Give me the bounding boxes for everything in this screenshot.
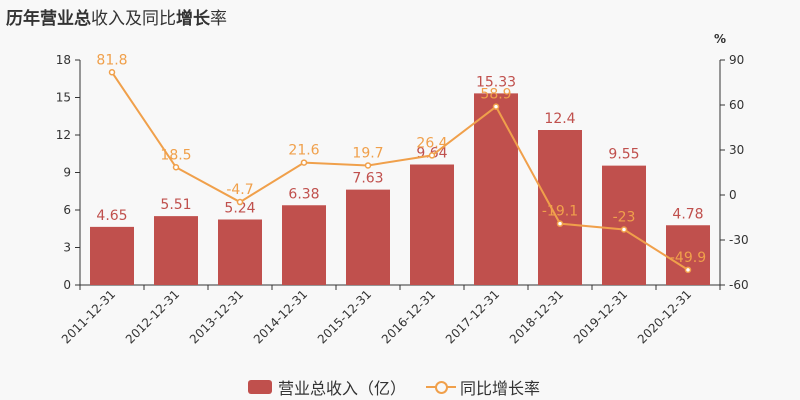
chart-title: 历年营业总收入及同比增长率 xyxy=(6,4,227,29)
y-left-tick-label: 18 xyxy=(56,53,71,67)
growth-line xyxy=(111,71,689,271)
y-left-tick-label: 6 xyxy=(63,203,71,217)
y-right-tick-label: -30 xyxy=(729,233,749,247)
bar xyxy=(154,216,198,285)
y-right-tick-label: 90 xyxy=(729,53,744,67)
line-point xyxy=(620,226,628,233)
bar-data-label: 15.33 xyxy=(476,74,516,90)
bar xyxy=(538,130,582,285)
bar-data-label: 9.55 xyxy=(608,147,639,163)
line-data-label: -49.9 xyxy=(670,250,706,266)
x-tick-label: 2013-12-31 xyxy=(187,287,246,346)
legend-item-revenue[interactable]: 营业总收入（亿） xyxy=(248,375,406,399)
legend: 营业总收入（亿） 同比增长率 xyxy=(248,375,540,399)
line-point xyxy=(364,162,372,169)
title-part-3: 收入及同比 xyxy=(91,9,176,29)
y-right-tick-label: 0 xyxy=(729,188,737,202)
title-part-4: 增长 xyxy=(176,9,210,29)
line-data-label: 21.6 xyxy=(288,143,319,159)
x-tick-label: 2016-12-31 xyxy=(379,287,438,346)
legend-bar-label: 营业总收入（亿） xyxy=(278,379,407,398)
bar-data-label: 5.51 xyxy=(160,197,191,213)
bar xyxy=(666,225,710,285)
x-tick-label: 2018-12-31 xyxy=(507,287,566,346)
line-point xyxy=(492,103,500,110)
y-left-tick-label: 3 xyxy=(63,241,71,255)
legend-line-label: 同比增长率 xyxy=(460,379,541,398)
x-tick-label: 2012-12-31 xyxy=(123,287,182,346)
x-tick-label: 2011-12-31 xyxy=(59,287,118,346)
title-part-1: 历年 xyxy=(6,9,40,29)
bar-data-label: 12.4 xyxy=(544,111,575,127)
bar-data-label: 6.38 xyxy=(288,186,319,202)
legend-bar-swatch xyxy=(248,380,272,394)
x-tick-label: 2015-12-31 xyxy=(315,287,374,346)
line-point xyxy=(428,152,436,159)
line-data-label: -19.1 xyxy=(542,204,578,220)
line-point xyxy=(236,198,244,206)
line-data-label: 18.5 xyxy=(160,147,191,163)
line-data-label: 81.8 xyxy=(96,52,127,68)
bar xyxy=(410,164,454,285)
y-right-tick-label: 30 xyxy=(729,143,744,157)
line-point xyxy=(108,69,116,76)
bar-data-label: 4.65 xyxy=(96,208,127,224)
title-part-5: 率 xyxy=(210,9,227,29)
title-part-2: 营业总 xyxy=(40,9,91,29)
bar-data-label: 4.78 xyxy=(672,206,703,222)
bar xyxy=(90,226,134,285)
bar-data-label: 7.63 xyxy=(352,171,383,187)
y-right-unit: % xyxy=(714,32,726,46)
line-data-label: 26.4 xyxy=(416,135,447,151)
bar xyxy=(218,219,262,285)
bar xyxy=(602,165,646,285)
bar-data-label: 5.24 xyxy=(224,201,255,217)
line-point xyxy=(556,220,564,227)
y-left-tick-label: 9 xyxy=(63,166,71,180)
line-point xyxy=(684,266,692,274)
y-right-tick-label: -60 xyxy=(729,278,749,292)
line-data-label: 58.9 xyxy=(480,87,511,103)
x-tick-label: 2017-12-31 xyxy=(443,287,502,346)
bar xyxy=(474,93,518,285)
line-data-label: -23 xyxy=(613,210,636,226)
line-data-label: -4.7 xyxy=(226,182,253,198)
y-left-tick-label: 15 xyxy=(56,91,71,105)
bar xyxy=(282,205,326,285)
x-tick-label: 2019-12-31 xyxy=(571,287,630,346)
legend-line-swatch xyxy=(426,380,457,394)
line-data-label: 19.7 xyxy=(352,145,383,161)
line-point xyxy=(172,164,180,171)
bar xyxy=(346,189,390,285)
y-left-tick-label: 12 xyxy=(56,128,71,142)
line-point xyxy=(300,159,308,166)
y-left-tick-label: 0 xyxy=(63,278,71,292)
legend-item-growth[interactable]: 同比增长率 xyxy=(426,375,540,399)
y-right-tick-label: 60 xyxy=(729,98,744,112)
x-tick-label: 2014-12-31 xyxy=(251,287,310,346)
x-tick-label: 2020-12-31 xyxy=(635,287,694,346)
